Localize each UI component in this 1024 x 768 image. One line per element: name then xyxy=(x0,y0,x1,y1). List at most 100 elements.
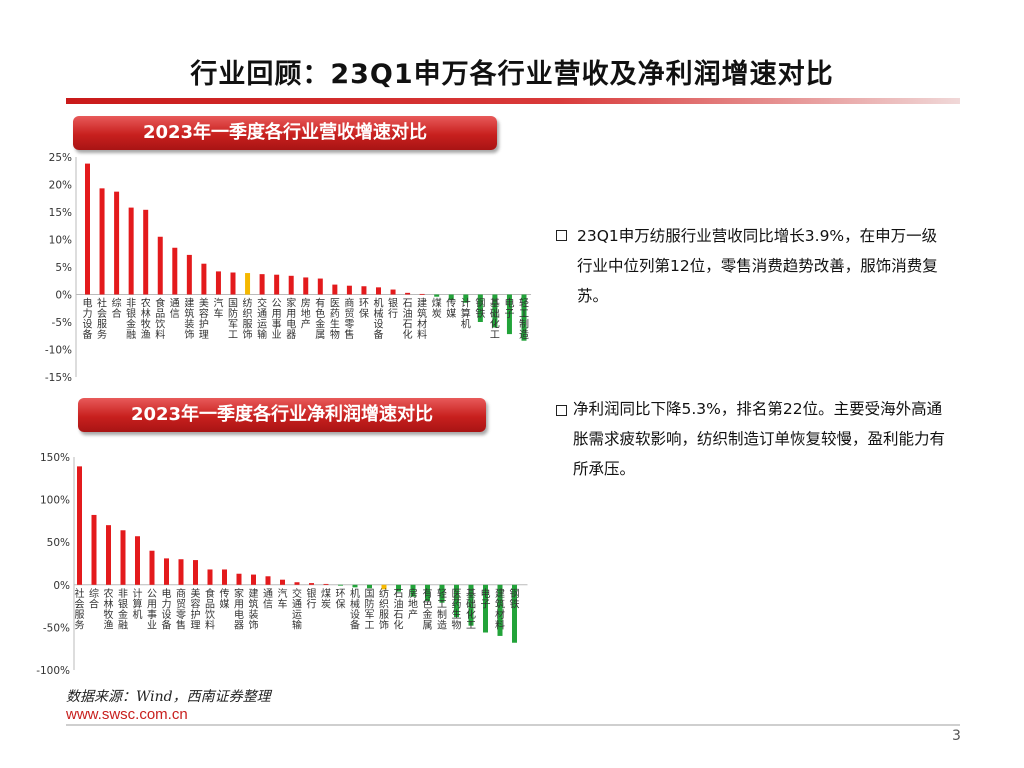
bar-社会服务 xyxy=(77,466,82,585)
x-tick-label: 电力设备 xyxy=(83,297,93,342)
x-tick-label: 美容护理 xyxy=(199,297,209,342)
y-tick-label: 5% xyxy=(55,262,72,274)
footer-divider xyxy=(66,724,960,726)
x-tick-label: 煤炭 xyxy=(321,587,331,611)
bar-交通运输 xyxy=(294,582,300,585)
x-tick-label: 食品饮料 xyxy=(155,297,165,342)
bar-房地产 xyxy=(410,584,416,597)
x-tick-label: 综合 xyxy=(112,297,122,321)
x-tick-label: 基础化工 xyxy=(466,587,476,632)
bar-有色金属 xyxy=(425,584,430,601)
bar-非银金融 xyxy=(120,530,126,585)
bar-钢铁 xyxy=(477,294,483,322)
chart-2-banner: 2023年一季度各行业净利润增速对比 xyxy=(78,398,486,432)
bar-机械设备 xyxy=(376,287,381,295)
bar-石油石化 xyxy=(405,292,411,295)
bullet-marker-1 xyxy=(556,230,567,241)
bar-有色金属 xyxy=(317,278,323,295)
bar-环保 xyxy=(338,584,343,586)
y-tick-label: -100% xyxy=(36,665,70,677)
title-underline xyxy=(66,98,960,104)
x-tick-label: 通信 xyxy=(170,298,180,321)
x-tick-label: 商贸零售 xyxy=(344,297,354,342)
x-tick-label: 环保 xyxy=(359,299,369,321)
x-tick-label: 基础化工 xyxy=(490,297,500,342)
x-tick-label: 综合 xyxy=(89,587,99,611)
bar-美容护理 xyxy=(201,263,207,295)
x-tick-label: 国防军工 xyxy=(365,588,375,632)
bar-社会服务 xyxy=(99,188,105,295)
x-tick-label: 电子 xyxy=(481,587,491,611)
x-tick-label: 电子 xyxy=(504,297,514,321)
y-tick-label: 150% xyxy=(40,452,70,464)
x-tick-label: 社会服务 xyxy=(97,297,107,342)
revenue-growth-chart: 25% 20% 15% 10% 5% 0% -5% -10% -15% 电力设备社会服务综合非银金… xyxy=(45,152,532,384)
bar-医药生物 xyxy=(454,584,459,618)
x-tick-label: 环保 xyxy=(336,589,346,611)
x-tick-label: 家用电器 xyxy=(234,587,244,632)
y-tick-label: -50% xyxy=(43,622,70,634)
x-tick-label: 医药生物 xyxy=(330,298,340,342)
bullet-1-text: 23Q1申万纺服行业营收同比增长3.9%，在申万一级行业中位列第12位，零售消费… xyxy=(577,227,938,305)
data-source: 数据来源：Wind，西南证券整理 xyxy=(66,689,271,705)
y-tick-label: -5% xyxy=(52,317,72,329)
bar-国防军工 xyxy=(367,584,372,589)
bar-传媒 xyxy=(222,569,227,585)
y-tick-label: 10% xyxy=(49,235,72,247)
x-tick-label: 银行 xyxy=(307,587,317,611)
bar-农林牧渔 xyxy=(106,525,111,585)
x-tick-label: 轻工制造 xyxy=(519,297,529,342)
x-tick-label: 有色金属 xyxy=(315,297,325,342)
x-tick-label: 钢铁 xyxy=(475,297,485,321)
bar-国防军工 xyxy=(230,272,236,295)
x-tick-label: 电力设备 xyxy=(162,587,172,632)
bar-建筑装饰 xyxy=(186,254,192,295)
bar-家用电器 xyxy=(236,573,242,585)
bar-银行 xyxy=(309,583,314,585)
bar-基础化工 xyxy=(468,584,474,626)
x-tick-label: 机械设备 xyxy=(350,587,360,632)
bar-环保 xyxy=(361,286,367,295)
x-tick-label: 银行 xyxy=(388,297,398,321)
x-tick-label: 交通运输 xyxy=(292,587,302,632)
x-tick-label: 公用事业 xyxy=(147,589,157,632)
x-tick-label: 石油石化 xyxy=(394,589,404,632)
x-tick-label: 轻工制造 xyxy=(437,587,447,632)
bar-公用事业 xyxy=(274,274,280,295)
x-tick-label: 计算机 xyxy=(133,587,143,621)
bar-综合 xyxy=(114,191,120,295)
bar-美容护理 xyxy=(193,560,198,585)
website-link[interactable]: www.swsc.com.cn xyxy=(66,706,188,723)
x-tick-label: 建筑材料 xyxy=(495,587,505,632)
bar-计算机 xyxy=(463,294,469,303)
x-tick-label: 家用电器 xyxy=(286,297,296,342)
x-tick-label: 计算机 xyxy=(461,297,471,331)
bar-银行 xyxy=(390,289,396,295)
y-tick-label: 0% xyxy=(55,290,72,302)
x-tick-label: 农林牧渔 xyxy=(141,297,151,342)
bar-非银金融 xyxy=(128,207,134,295)
x-tick-label: 纺织服饰 xyxy=(243,297,253,342)
x-tick-label: 钢铁 xyxy=(510,587,520,611)
x-tick-label: 交通运输 xyxy=(257,297,267,342)
bar-电子 xyxy=(506,294,512,335)
x-tick-label: 纺织服饰 xyxy=(379,587,389,632)
x-tick-label: 建筑装饰 xyxy=(249,587,259,632)
bar-综合 xyxy=(91,514,97,585)
y-tick-label: -10% xyxy=(45,345,72,357)
x-tick-label: 房地产 xyxy=(301,297,311,331)
x-tick-label: 社会服务 xyxy=(75,587,85,632)
x-tick-label: 传媒 xyxy=(446,298,456,321)
y-tick-label: 25% xyxy=(49,152,72,164)
x-tick-label: 汽车 xyxy=(213,297,223,321)
chart-2-title: 2023年一季度各行业净利润增速对比 xyxy=(130,404,434,425)
bar-食品饮料 xyxy=(157,236,163,295)
x-tick-label: 煤炭 xyxy=(432,297,442,321)
bar-煤炭 xyxy=(323,583,329,585)
bar-建筑材料 xyxy=(497,584,503,636)
bar-石油石化 xyxy=(396,584,401,592)
bar-煤炭 xyxy=(434,294,440,297)
bar-商贸零售 xyxy=(346,285,352,295)
x-tick-label: 商贸零售 xyxy=(176,587,186,632)
